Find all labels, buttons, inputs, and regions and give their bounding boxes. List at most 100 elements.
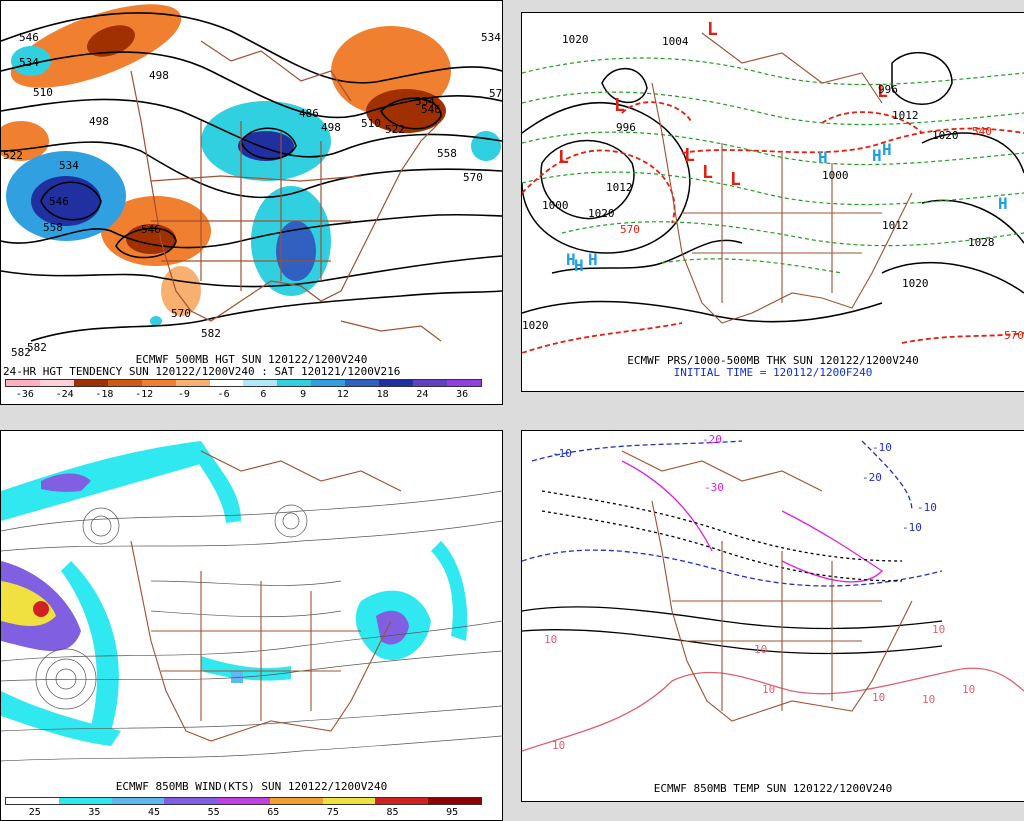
contour-label: 522: [3, 149, 23, 162]
contour-label: 570: [489, 87, 502, 100]
contour-label: 498: [321, 121, 341, 134]
colorbar-swatch: [58, 798, 112, 804]
contour-label: 534: [59, 159, 79, 172]
streamlines: [1, 490, 502, 762]
contour-label: 558: [437, 147, 457, 160]
colorbar-label: 25: [28, 807, 41, 818]
temp-label: -10: [872, 441, 892, 454]
isobar-label: 1000: [542, 199, 569, 212]
panel3-colorbar-labels: 25 35 45 55 65 75 85 95: [5, 807, 482, 818]
colorbar-swatch: [277, 380, 312, 386]
temp-label: -10: [552, 447, 572, 460]
high-center-icon: H: [566, 250, 576, 269]
coastlines: [651, 32, 913, 324]
panel-850mb-temp: -30 -20 -10 -10 -10 -20 -10 10 10 10 10 …: [521, 430, 1024, 802]
low-center-icon: L: [684, 145, 695, 166]
contour-label: 582: [27, 341, 47, 354]
contour-label: 546: [49, 195, 69, 208]
colorbar-label: 24: [416, 389, 429, 400]
isobar-label: 996: [878, 83, 898, 96]
temp-labels: -30 -20 -10 -10 -10 -20 -10 10 10 10 10 …: [544, 433, 975, 752]
isobar-label: 1012: [606, 181, 633, 194]
temp-label: 10: [552, 739, 565, 752]
high-centers: H H H H H H H: [566, 140, 1008, 275]
contour-label: 522: [385, 123, 405, 136]
panel3-colorbar: [5, 797, 482, 805]
thickness-cold: [522, 57, 1024, 274]
low-center-icon: L: [702, 162, 713, 183]
temp-label: -20: [862, 471, 882, 484]
contour-label: 570: [463, 171, 483, 184]
contour-label: 546: [141, 223, 161, 236]
contour-label: 558: [43, 221, 63, 234]
low-center-icon: L: [558, 147, 569, 168]
colorbar-label: 12: [336, 389, 349, 400]
colorbar-label: 75: [326, 807, 339, 818]
panel-pressure-thickness: L L L L L L L H H H H H H H 1020 1004 99…: [521, 12, 1024, 392]
colorbar-swatch: [39, 380, 74, 386]
colorbar-swatch: [175, 380, 210, 386]
temp-label: 10: [872, 691, 885, 704]
low-centers: L L L L L L L: [558, 19, 888, 190]
colorbar-label: -18: [95, 389, 114, 400]
colorbar-label: 35: [88, 807, 101, 818]
tendency-shading: [1, 4, 501, 326]
colorbar-swatch: [243, 380, 278, 386]
isobar-label: 1012: [892, 109, 919, 122]
panel1-subtitle: 24-HR HGT TENDENCY SUN 120122/1200V240 :…: [3, 365, 401, 378]
temp-label: 10: [922, 693, 935, 706]
high-center-icon: H: [588, 250, 598, 269]
panel1-title: ECMWF 500MB HGT SUN 120122/1200V240: [135, 353, 368, 366]
panel4-title: ECMWF 850MB TEMP SUN 120122/1200V240: [653, 782, 893, 795]
contour-label: 534: [481, 31, 501, 44]
low-center-icon: L: [877, 81, 888, 102]
colorbar-label: -6: [217, 389, 230, 400]
contour-label: 582: [201, 327, 221, 340]
high-center-icon: H: [998, 194, 1008, 213]
temp-contours: [522, 440, 1024, 752]
low-center-icon: L: [707, 19, 718, 40]
low-center-icon: L: [614, 95, 625, 116]
contour-label: 510: [33, 86, 53, 99]
colorbar-swatch: [379, 380, 414, 386]
colorbar-swatch: [209, 380, 244, 386]
coastlines: [621, 450, 913, 722]
colorbar-swatch: [73, 380, 108, 386]
panel2-title: ECMWF PRS/1000-500MB THK SUN 120122/1200…: [627, 354, 919, 367]
colorbar-label: 18: [376, 389, 389, 400]
colorbar-swatch: [164, 798, 218, 804]
high-center-icon: H: [882, 140, 892, 159]
coastlines: [130, 450, 402, 742]
temp-label: 10: [962, 683, 975, 696]
low-center-icon: L: [730, 169, 741, 190]
contour-label: 582: [11, 346, 31, 356]
colorbar-swatch: [428, 798, 482, 804]
colorbar-label: 85: [386, 807, 399, 818]
map-500mb: 546 534 510 498 498 486 498 510 522 534 …: [1, 4, 502, 356]
contour-label: 570: [171, 307, 191, 320]
colorbar-swatch: [111, 798, 165, 804]
thickness-label: 570: [620, 223, 640, 236]
colorbar-label: -9: [177, 389, 190, 400]
panel1-colorbar-labels: -36 -24 -18 -12 -9 -6 6 9 12 18 24 36: [5, 389, 482, 400]
temp-label: -30: [704, 481, 724, 494]
colorbar-swatch: [269, 798, 323, 804]
colorbar-label: 65: [267, 807, 280, 818]
temp-label: -10: [917, 501, 937, 514]
panel-850mb-wind: ECMWF 850MB WIND(KTS) SUN 120122/1200V24…: [0, 430, 503, 821]
colorbar-swatch: [413, 380, 447, 386]
colorbar-label: -36: [15, 389, 34, 400]
isobar-label: 1000: [822, 169, 849, 182]
colorbar-swatch: [375, 798, 429, 804]
contour-label: 498: [149, 69, 169, 82]
map-850mb-temp: -30 -20 -10 -10 -10 -20 -10 10 10 10 10 …: [522, 433, 1024, 752]
temp-label: -20: [702, 433, 722, 446]
high-center-icon: H: [574, 256, 584, 275]
isobar-label: 996: [616, 121, 636, 134]
colorbar-label: 6: [260, 389, 267, 400]
isobar-label: 1020: [932, 129, 959, 142]
temp-label: 10: [762, 683, 775, 696]
high-center-icon: H: [872, 146, 882, 165]
contour-label: 486: [299, 107, 319, 120]
colorbar-swatch: [322, 798, 376, 804]
